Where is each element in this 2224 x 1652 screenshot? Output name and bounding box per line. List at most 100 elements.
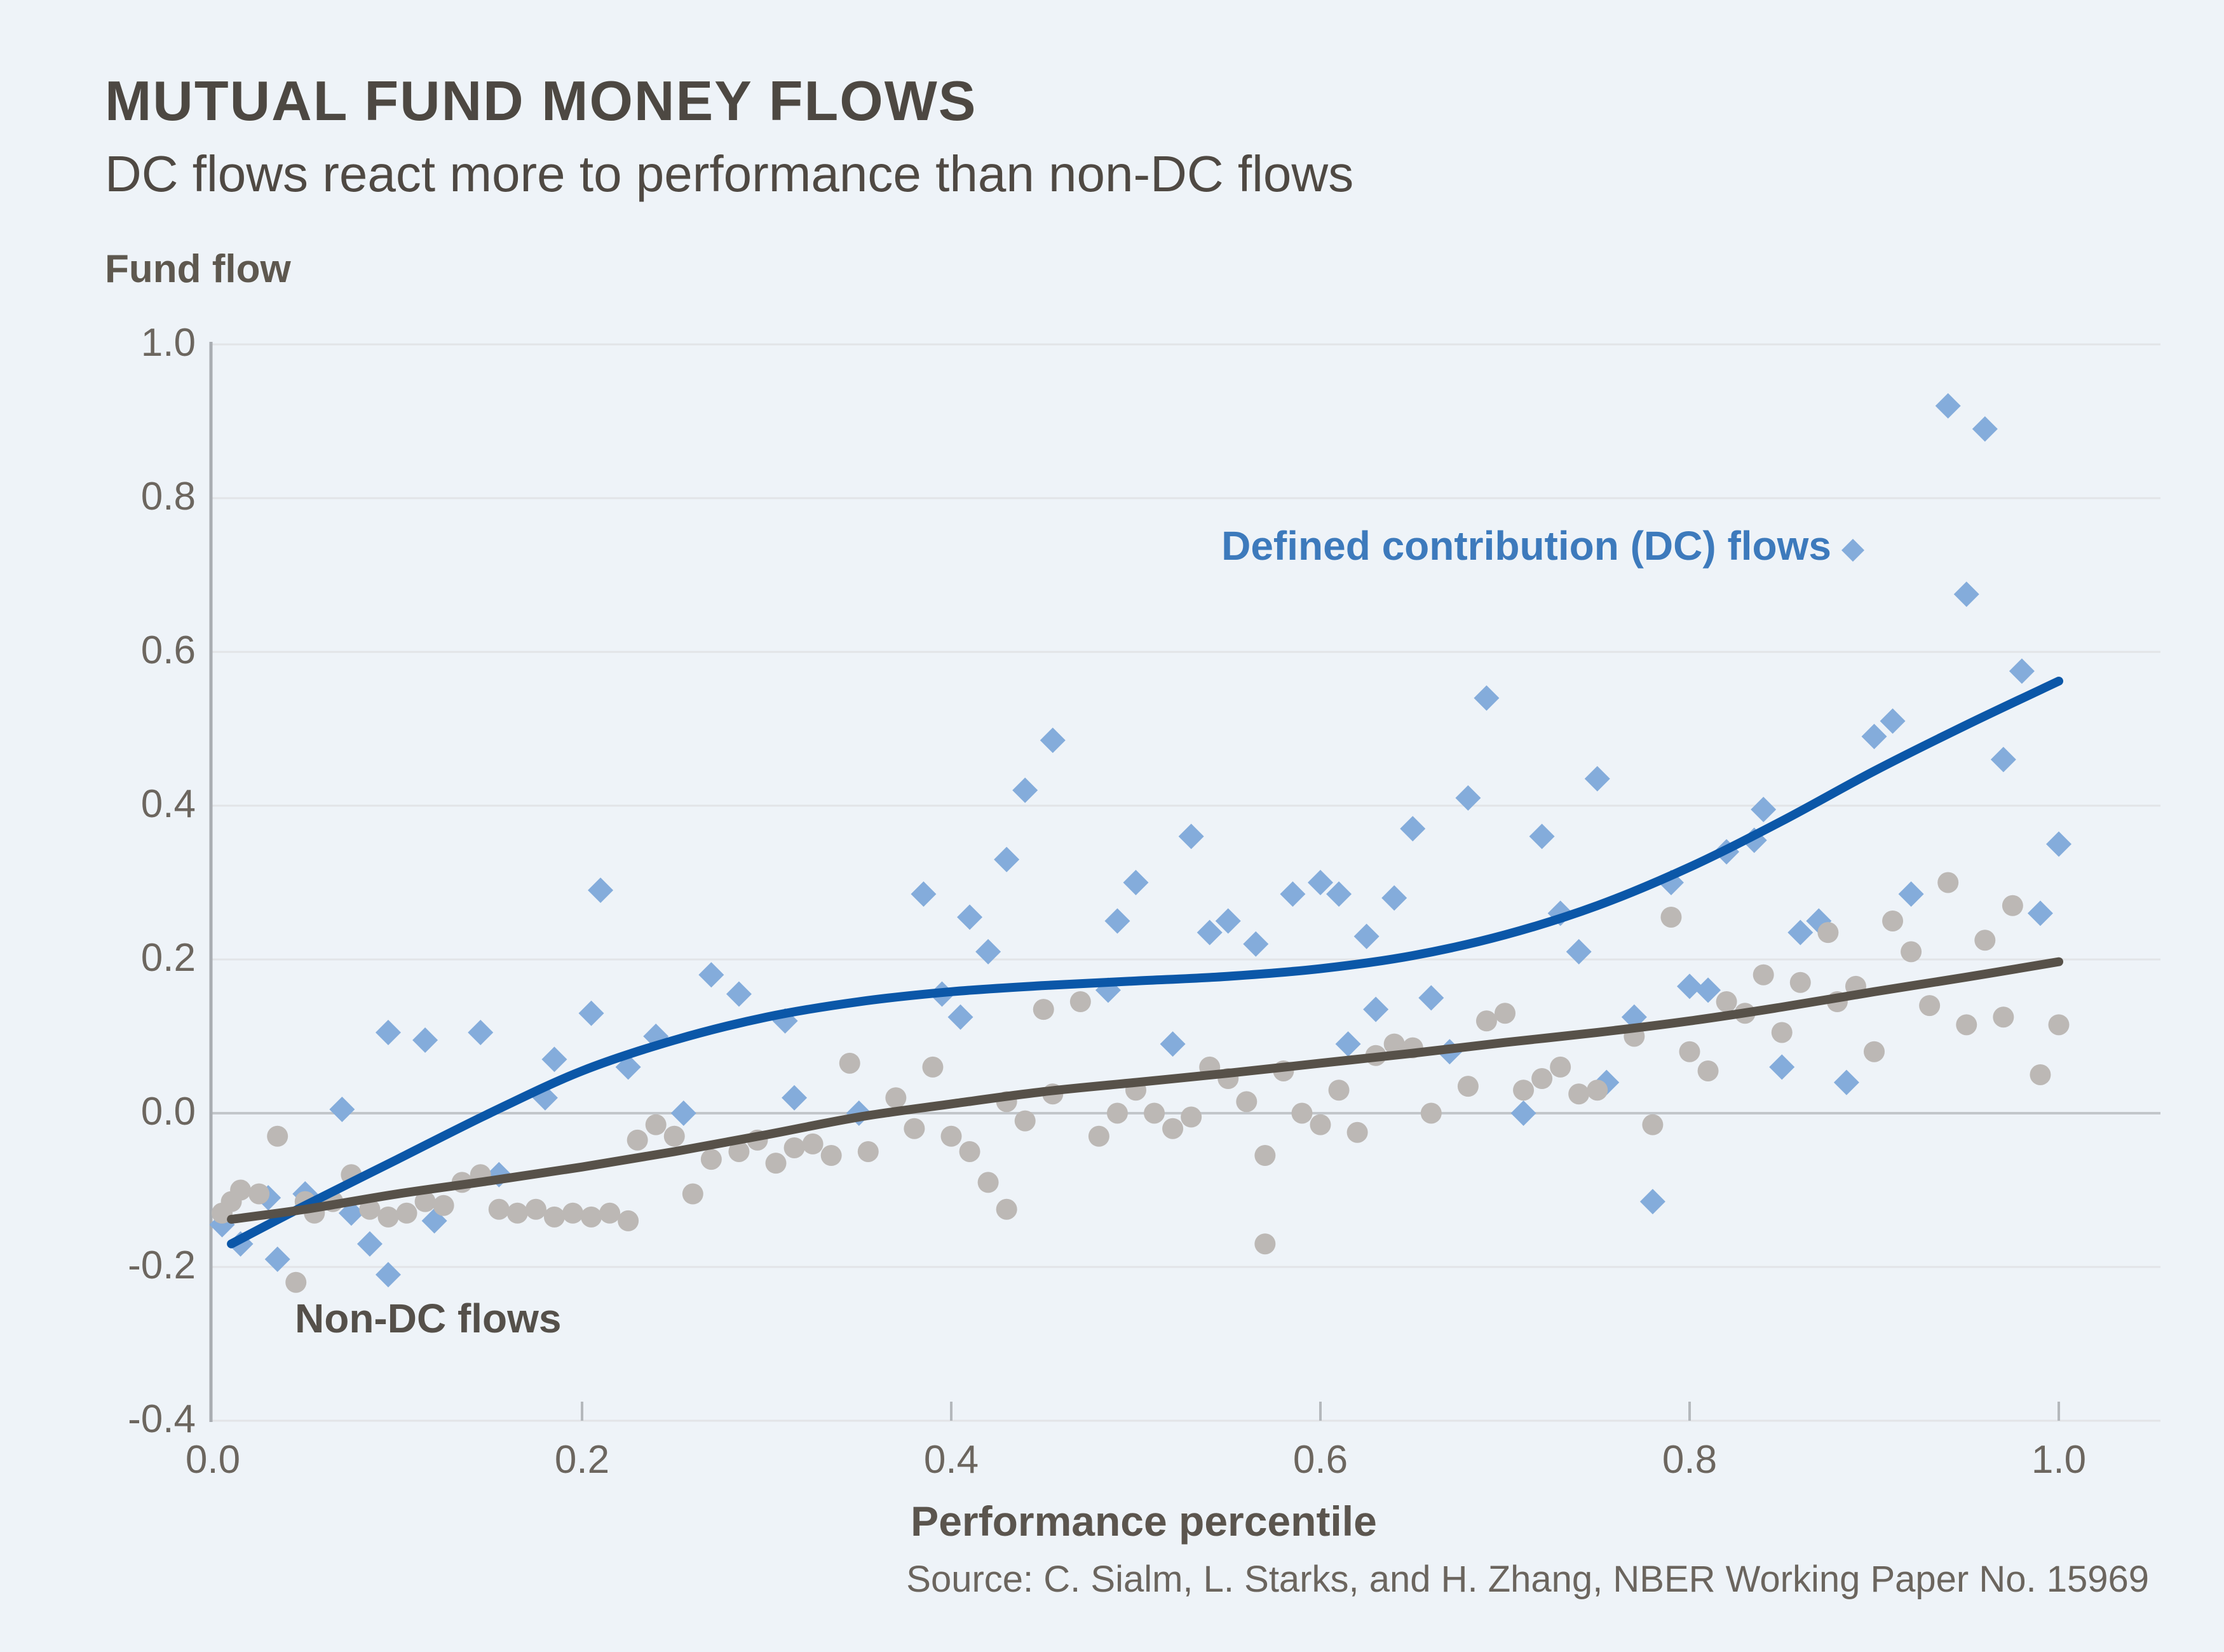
non-dc-flow-point — [940, 1125, 962, 1147]
non-dc-flow-point — [1310, 1114, 1331, 1135]
non-dc-flow-point — [396, 1202, 417, 1224]
non-dc-flow-point — [1956, 1014, 1977, 1036]
y-tick-label: 0.0 — [140, 1090, 196, 1134]
non-dc-flow-point — [663, 1125, 685, 1147]
non-dc-flow-point — [1291, 1102, 1313, 1124]
x-tick-label: 0.8 — [1662, 1438, 1718, 1482]
dc-flow-point — [1935, 393, 1961, 419]
non-dc-flow-point — [1457, 1076, 1479, 1097]
non-dc-flow-point — [904, 1118, 925, 1139]
dc-flow-point — [1353, 923, 1380, 949]
dc-flow-point — [1455, 785, 1481, 811]
dc-flow-point — [2009, 658, 2035, 684]
non-dc-flow-point — [1550, 1056, 1571, 1078]
dc-flow-point — [1474, 685, 1500, 711]
non-dc-flow-point — [783, 1137, 805, 1158]
dc-flow-point — [947, 1004, 973, 1030]
non-dc-flow-point — [1069, 991, 1091, 1013]
non-dc-flow-point — [1254, 1233, 1276, 1255]
non-dc-flow-point — [1033, 999, 1054, 1020]
x-tick-label: 1.0 — [2031, 1438, 2087, 1482]
non-dc-flow-point — [2002, 895, 2023, 916]
x-tick-label: 0.4 — [923, 1438, 979, 1482]
non-dc-flow-point — [1420, 1102, 1442, 1124]
non-dc-flow-point — [977, 1172, 999, 1193]
non-dc-flow-point — [1181, 1106, 1202, 1128]
dc-flow-point — [1953, 581, 1979, 607]
dc-flow-point — [1418, 985, 1444, 1011]
dc-flow-point — [1104, 908, 1130, 934]
dc-flow-point — [1677, 973, 1702, 999]
dc-flow-point — [975, 938, 1001, 965]
non-dc-flow-point — [1882, 911, 1904, 931]
dc-flow-point — [1833, 1069, 1859, 1095]
non-dc-flow-point — [1993, 1006, 2014, 1028]
dc-flow-point — [1639, 1189, 1665, 1215]
non-dc-flows-series-label: Non-DC flows — [295, 1296, 562, 1341]
non-dc-flow-point — [922, 1056, 944, 1078]
dc-flow-point — [1880, 708, 1906, 734]
dc-flow-point — [1280, 881, 1306, 907]
non-dc-flow-point — [2048, 1014, 2070, 1036]
non-dc-flow-point — [248, 1183, 270, 1205]
non-dc-flow-point — [377, 1206, 399, 1228]
dc-flow-point — [1178, 823, 1204, 850]
non-dc-flow-point — [581, 1206, 602, 1228]
dc-flow-point — [1012, 777, 1038, 803]
dc-flow-point — [1584, 766, 1610, 792]
non-dc-flow-point — [525, 1198, 546, 1220]
dc-flow-point — [1160, 1031, 1186, 1057]
dc-flow-point — [1861, 724, 1887, 750]
dc-flow-point — [994, 846, 1020, 872]
non-dc-flow-point — [1937, 872, 1959, 893]
y-tick-label: 0.6 — [140, 628, 196, 672]
dc-trend-line — [227, 676, 2063, 1249]
dc-flow-point — [726, 981, 752, 1007]
dc-flow-point — [1898, 881, 1924, 907]
dc-flow-point — [2046, 831, 2071, 857]
dc-flow-point — [329, 1096, 355, 1122]
non-dc-flow-point — [1974, 930, 1996, 951]
non-dc-flow-point — [682, 1183, 703, 1205]
dc-flow-point — [1215, 908, 1241, 934]
dc-flow-point — [698, 962, 724, 988]
non-dc-flow-point — [1162, 1118, 1184, 1139]
dc-flow-point — [1972, 416, 1998, 442]
dc-flow-point — [1990, 747, 2016, 773]
y-tick-label: 0.8 — [140, 475, 196, 518]
page-title: MUTUAL FUND MONEY FLOWS — [105, 69, 977, 132]
dc-flow-point — [782, 1085, 808, 1111]
non-dc-flow-point — [1753, 964, 1774, 985]
non-dc-flow-point — [645, 1114, 667, 1135]
non-dc-flow-point — [1475, 1010, 1497, 1032]
non-dc-flow-point — [618, 1210, 639, 1231]
dc-flow-point — [1123, 870, 1149, 895]
dc-flow-point — [412, 1027, 438, 1053]
dc-flow-point — [1529, 823, 1555, 850]
dc-flow-point — [1381, 885, 1407, 911]
non-dc-flow-point — [562, 1202, 583, 1224]
non-dc-flow-point — [996, 1198, 1017, 1220]
non-dc-flow-point — [433, 1195, 454, 1216]
dc-flow-point — [1243, 931, 1269, 957]
non-dc-flow-point — [359, 1198, 381, 1220]
non-dc-flow-point — [1495, 1003, 1515, 1024]
non-dc-flow-point — [1697, 1060, 1719, 1081]
dc-flow-point — [356, 1231, 383, 1257]
non-dc-flow-point — [1346, 1121, 1368, 1143]
non-dc-flow-point — [1014, 1110, 1036, 1132]
dc-flow-point — [588, 877, 614, 904]
x-tick-label: 0.6 — [1292, 1438, 1348, 1482]
dc-flow-point — [1751, 797, 1777, 823]
non-dc-flow-point — [1328, 1080, 1350, 1101]
dc-flow-point — [1787, 919, 1814, 945]
non-dc-flow-point — [1254, 1145, 1276, 1167]
non-dc-flow-point — [267, 1125, 288, 1147]
dc-flows-series-label: Defined contribution (DC) flows — [1221, 523, 1831, 569]
non-dc-flow-point — [599, 1202, 621, 1224]
non-dc-flow-point — [700, 1149, 722, 1170]
y-tick-label: 0.2 — [140, 936, 196, 980]
non-dc-flow-point — [543, 1206, 565, 1228]
dc-flow-point — [1308, 870, 1333, 895]
